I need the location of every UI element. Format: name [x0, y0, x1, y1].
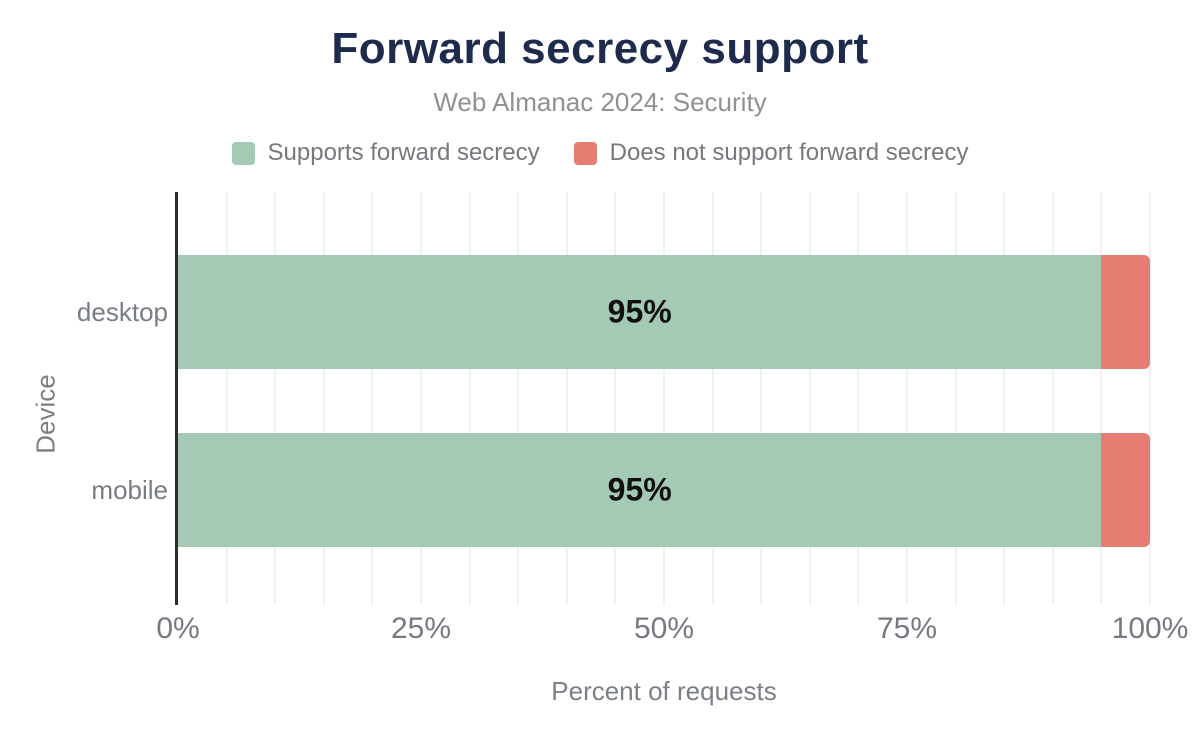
gridline [808, 192, 811, 605]
gridline [1003, 192, 1006, 605]
bar-value-label: 95% [607, 471, 672, 508]
gridline [760, 192, 763, 605]
gridline [322, 192, 325, 605]
gridline [954, 192, 957, 605]
gridline [614, 192, 617, 605]
gridline [906, 192, 908, 605]
bar-row-mobile: 95% [178, 433, 1150, 547]
legend-item-1: Does not support forward secrecy [573, 139, 969, 167]
gridline [1149, 192, 1151, 605]
gridline [420, 192, 422, 605]
x-tick-label-0: 0% [156, 612, 200, 645]
chart-title: Forward secrecy support [331, 24, 869, 73]
gridline [857, 192, 860, 605]
bar-segment-mobile-1 [1101, 433, 1150, 547]
gridline [1100, 192, 1103, 605]
y-category-label-mobile: mobile [91, 475, 168, 505]
legend-swatch-icon [231, 141, 255, 165]
y-category-label-desktop: desktop [76, 297, 168, 327]
gridline [663, 192, 665, 605]
legend-label: Supports forward secrecy [267, 139, 540, 166]
gridline [517, 192, 520, 605]
gridline [1051, 192, 1054, 605]
y-axis-line [175, 192, 178, 605]
gridline [565, 192, 568, 605]
bar-segment-desktop-0 [178, 255, 1102, 369]
plot-area: 95% 95% [175, 192, 1151, 605]
bar-segment-desktop-1 [1101, 255, 1150, 369]
x-axis-title: Percent of requests [551, 676, 777, 706]
chart-subtitle: Web Almanac 2024: Security [433, 87, 767, 117]
legend: Supports forward secrecy Does not support… [0, 139, 1200, 167]
bar-row-desktop: 95% [178, 255, 1150, 369]
x-tick-label-50: 50% [633, 612, 695, 645]
gridline [468, 192, 471, 605]
legend-item-0: Supports forward secrecy [231, 139, 540, 167]
legend-label: Does not support forward secrecy [609, 139, 969, 166]
legend-swatch-icon [573, 141, 597, 165]
bar-value-label: 95% [607, 293, 672, 330]
x-tick-label-25: 25% [390, 612, 452, 645]
x-tick-label-100: 100% [1111, 612, 1189, 645]
gridline [371, 192, 374, 605]
bar-segment-mobile-0 [178, 433, 1102, 547]
gridline [711, 192, 714, 605]
gridline [274, 192, 277, 605]
gridline [225, 192, 228, 605]
y-axis-title: Device [30, 374, 61, 454]
x-tick-label-75: 75% [876, 612, 938, 645]
